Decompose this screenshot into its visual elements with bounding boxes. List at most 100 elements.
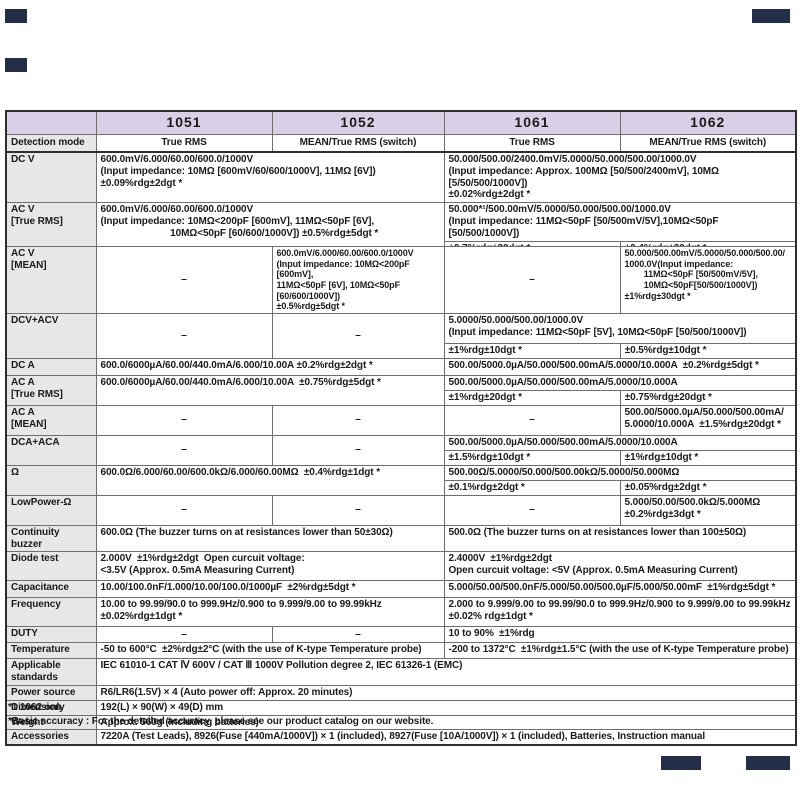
acv-trms-acc-1061: ±0.7%rdg±30dgt *: [445, 242, 620, 246]
aca-trms-acc-1061: ±1%rdg±20dgt *: [448, 392, 523, 404]
no-support-dash: –: [271, 626, 445, 644]
dcaaca-acc-1061: ±1.5%rdg±10dgt *: [448, 452, 531, 464]
acv-mean-1052: 600.0mV/6.000/60.00/600.0/1000V (Input i…: [271, 246, 445, 314]
dca-1061-1062: 500.00/5000.0µA/50.000/500.00mA/5.0000/1…: [443, 357, 797, 376]
row-label-acv-trms: AC V [True RMS]: [5, 202, 97, 248]
row-diode: Diode test 2.000V ±1%rdg±2dgt Open curcu…: [5, 551, 797, 582]
row-aca-mean: AC A [MEAN] – – – 500.00/5000.0µA/50.000…: [5, 404, 797, 436]
no-support-dash: –: [271, 494, 445, 526]
dcvacv-shared: 5.0000/50.000/500.00/1000.0V (Input impe…: [448, 314, 747, 338]
row-temperature: Temperature -50 to 600°C ±2%rdg±2°C (wit…: [5, 642, 797, 660]
model-1052: 1052: [271, 110, 445, 135]
no-support-dash: –: [95, 626, 273, 644]
dcvacv-1061-1062: 5.0000/50.000/500.00/1000.0V (Input impe…: [443, 312, 797, 359]
no-support-dash: –: [271, 434, 445, 466]
ohm-shared: 500.00Ω/5.0000/50.000/500.00kΩ/5.0000/50…: [448, 466, 680, 478]
no-support-dash: –: [271, 404, 445, 436]
row-accessories: Accessories 7220A (Test Leads), 8926(Fus…: [5, 729, 797, 746]
temperature-1061-1062: -200 to 1372°C ±1%rdg±1.5°C (with the us…: [443, 642, 797, 660]
row-label-continuity: Continuity buzzer: [5, 524, 97, 553]
row-label-weight: Weight: [5, 714, 97, 731]
dcaaca-1061-1062: 500.00/5000.0µA/50.000/500.00mA/5.0000/1…: [443, 434, 797, 466]
row-acv-mean: AC V [MEAN] – 600.0mV/6.000/60.00/600.0/…: [5, 246, 797, 314]
diode-1061-1062: 2.4000V ±1%rdg±2dgt Open curcuit voltage…: [443, 551, 797, 582]
ohm-acc-1061: ±0.1%rdg±2dgt *: [448, 482, 525, 494]
continuity-1051-1052: 600.0Ω (The buzzer turns on at resistanc…: [95, 524, 445, 553]
row-frequency: Frequency 10.00 to 99.99/90.0 to 999.9Hz…: [5, 597, 797, 628]
footnote-1062-only: *1 1062 only: [8, 702, 65, 713]
row-label-ohm: Ω: [5, 464, 97, 496]
spec-table: 1051 1052 1061 1062 Detection mode True …: [5, 110, 797, 747]
aca-trms-acc-1062: ±0.75%rdg±20dgt *: [619, 391, 795, 405]
row-label-duty: DUTY: [5, 626, 97, 644]
row-label-accessories: Accessories: [5, 729, 97, 746]
lowpower-1062: 5.000/50.00/500.0kΩ/5.000MΩ ±0.2%rdg±3dg…: [619, 494, 797, 526]
corner-mark: [5, 9, 27, 23]
row-label-diode: Diode test: [5, 551, 97, 582]
capacitance-1061-1062: 5.000/50.00/500.0nF/5.000/50.00/500.0µF/…: [443, 580, 797, 599]
row-dca: DC A 600.0/6000µA/60.00/440.0mA/6.000/10…: [5, 357, 797, 376]
dimension-value: 192(L) × 90(W) × 49(D) mm: [95, 699, 797, 716]
acv-trms-acc-1062: ±0.4%rdg±30dgt *: [619, 241, 795, 246]
model-1061: 1061: [443, 110, 621, 135]
aca-trms-1061-1062: 500.00/5000.0µA/50.000/500.00mA/5.0000/1…: [443, 374, 797, 406]
aca-mean-1062: 500.00/5000.0µA/50.000/500.00mA/ 5.0000/…: [619, 404, 797, 436]
row-ohm: Ω 600.0Ω/6.000/60.00/600.0kΩ/6.000/60.00…: [5, 464, 797, 496]
dca-1051-1052: 600.0/6000µA/60.00/440.0mA/6.000/10.00A …: [95, 357, 445, 376]
model-1062: 1062: [619, 110, 797, 135]
row-standards: Applicable standards IEC 61010-1 CAT Ⅳ 6…: [5, 658, 797, 687]
row-label-dca: DC A: [5, 357, 97, 376]
dcv-1061-1062: 50.000/500.00/2400.0mV/5.0000/50.000/500…: [443, 151, 797, 204]
no-support-dash: –: [271, 312, 445, 359]
capacitance-1051-1052: 10.00/100.0nF/1.000/10.00/100.0/1000µF ±…: [95, 580, 445, 599]
dcvacv-acc-1062: ±0.5%rdg±10dgt *: [619, 344, 795, 358]
row-continuity: Continuity buzzer 600.0Ω (The buzzer tur…: [5, 524, 797, 553]
corner-mark: [661, 756, 701, 770]
ohm-acc-1062: ±0.05%rdg±2dgt *: [619, 481, 795, 495]
ohm-1051-1052: 600.0Ω/6.000/60.00/600.0kΩ/6.000/60.00MΩ…: [95, 464, 445, 496]
no-support-dash: –: [95, 246, 273, 314]
row-label-aca-trms: AC A [True RMS]: [5, 374, 97, 406]
detection-1051: True RMS: [95, 133, 273, 153]
row-label-dcvacv: DCV+ACV: [5, 312, 97, 359]
no-support-dash: –: [443, 494, 621, 526]
corner-mark: [746, 756, 790, 770]
aca-trms-1051-1052: 600.0/6000µA/60.00/440.0mA/6.000/10.00A …: [95, 374, 445, 406]
row-label-standards: Applicable standards: [5, 658, 97, 687]
dcaaca-acc-1062: ±1%rdg±10dgt *: [619, 451, 795, 465]
row-label-dcaaca: DCA+ACA: [5, 434, 97, 466]
continuity-1061-1062: 500.0Ω (The buzzer turns on at resistanc…: [443, 524, 797, 553]
accessories-value: 7220A (Test Leads), 8926(Fuse [440mA/100…: [95, 729, 797, 746]
detection-1052: MEAN/True RMS (switch): [271, 133, 445, 153]
corner-mark: [5, 58, 27, 72]
standards-value: IEC 61010-1 CAT Ⅳ 600V / CAT Ⅲ 1000V Pol…: [95, 658, 797, 687]
row-label-lowpower: LowPower-Ω: [5, 494, 97, 526]
row-aca-trms: AC A [True RMS] 600.0/6000µA/60.00/440.0…: [5, 374, 797, 406]
dcv-1051-1052: 600.0mV/6.000/60.00/600.0/1000V (Input i…: [95, 151, 445, 204]
duty-1061-1062: 10 to 90% ±1%rdg: [443, 626, 797, 644]
frequency-1051-1052: 10.00 to 99.99/90.0 to 999.9Hz/0.900 to …: [95, 597, 445, 628]
no-support-dash: –: [95, 434, 273, 466]
no-support-dash: –: [95, 494, 273, 526]
model-header-row: 1051 1052 1061 1062: [5, 110, 797, 135]
row-dcvacv: DCV+ACV – – 5.0000/50.000/500.00/1000.0V…: [5, 312, 797, 359]
row-weight: Weight Approx. 560g (including batteries…: [5, 714, 797, 731]
aca-trms-shared: 500.00/5000.0µA/50.000/500.00mA/5.0000/1…: [448, 376, 678, 388]
dcaaca-shared: 500.00/5000.0µA/50.000/500.00mA/5.0000/1…: [448, 436, 678, 448]
row-capacitance: Capacitance 10.00/100.0nF/1.000/10.00/10…: [5, 580, 797, 599]
row-label-dimension: Dimension: [5, 699, 97, 716]
acv-trms-1061-1062: 50.000*¹/500.00mV/5.0000/50.000/500.00/1…: [443, 202, 797, 248]
footnote-basic-accuracy: *Basic accuracy : For the detailed accur…: [8, 716, 434, 727]
no-support-dash: –: [443, 404, 621, 436]
row-dimension: Dimension 192(L) × 90(W) × 49(D) mm: [5, 699, 797, 716]
temperature-1051-1052: -50 to 600°C ±2%rdg±2°C (with the use of…: [95, 642, 445, 660]
corner-mark: [752, 9, 790, 23]
row-label-temperature: Temperature: [5, 642, 97, 660]
row-dcaaca: DCA+ACA – – 500.00/5000.0µA/50.000/500.0…: [5, 434, 797, 466]
row-power-source: Power source R6/LR6(1.5V) × 4 (Auto powe…: [5, 685, 797, 701]
diode-1051-1052: 2.000V ±1%rdg±2dgt Open curcuit voltage:…: [95, 551, 445, 582]
no-support-dash: –: [95, 312, 273, 359]
row-dcv: DC V 600.0mV/6.000/60.00/600.0/1000V (In…: [5, 151, 797, 204]
ohm-1061-1062: 500.00Ω/5.0000/50.000/500.00kΩ/5.0000/50…: [443, 464, 797, 496]
